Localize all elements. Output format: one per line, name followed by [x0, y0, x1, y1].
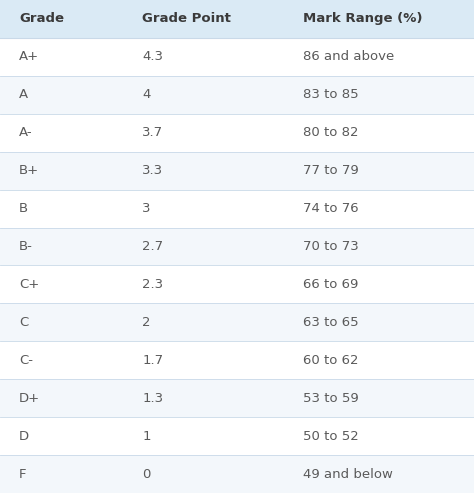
- Text: 2.7: 2.7: [142, 240, 164, 253]
- Text: Mark Range (%): Mark Range (%): [303, 12, 423, 26]
- Bar: [0, 38, 474, 76]
- Text: 3.7: 3.7: [142, 126, 164, 139]
- Text: 1.3: 1.3: [142, 392, 164, 405]
- Text: F: F: [19, 467, 27, 481]
- Text: B-: B-: [19, 240, 33, 253]
- Text: 3: 3: [142, 202, 151, 215]
- Bar: [0, 0, 474, 38]
- Bar: [0, 417, 474, 455]
- Text: A-: A-: [19, 126, 33, 139]
- Text: 0: 0: [142, 467, 151, 481]
- Bar: [0, 152, 474, 190]
- Text: D: D: [19, 429, 29, 443]
- Text: D+: D+: [19, 392, 40, 405]
- Text: 83 to 85: 83 to 85: [303, 88, 359, 101]
- Text: B: B: [19, 202, 28, 215]
- Text: 2.3: 2.3: [142, 278, 164, 291]
- Bar: [0, 265, 474, 303]
- Text: 60 to 62: 60 to 62: [303, 354, 359, 367]
- Text: Grade: Grade: [19, 12, 64, 26]
- Text: C-: C-: [19, 354, 33, 367]
- Bar: [0, 455, 474, 493]
- Text: 50 to 52: 50 to 52: [303, 429, 359, 443]
- Text: A: A: [19, 88, 28, 101]
- Text: A+: A+: [19, 50, 39, 64]
- Text: 3.3: 3.3: [142, 164, 164, 177]
- Text: 63 to 65: 63 to 65: [303, 316, 359, 329]
- Text: 74 to 76: 74 to 76: [303, 202, 359, 215]
- Text: C+: C+: [19, 278, 39, 291]
- Bar: [0, 228, 474, 265]
- Text: 4.3: 4.3: [142, 50, 163, 64]
- Bar: [0, 341, 474, 379]
- Text: Grade Point: Grade Point: [142, 12, 231, 26]
- Bar: [0, 76, 474, 114]
- Text: 2: 2: [142, 316, 151, 329]
- Text: 66 to 69: 66 to 69: [303, 278, 359, 291]
- Text: 77 to 79: 77 to 79: [303, 164, 359, 177]
- Bar: [0, 190, 474, 228]
- Text: 49 and below: 49 and below: [303, 467, 393, 481]
- Text: 70 to 73: 70 to 73: [303, 240, 359, 253]
- Text: 80 to 82: 80 to 82: [303, 126, 359, 139]
- Bar: [0, 114, 474, 152]
- Text: 53 to 59: 53 to 59: [303, 392, 359, 405]
- Text: C: C: [19, 316, 28, 329]
- Bar: [0, 379, 474, 417]
- Text: 1: 1: [142, 429, 151, 443]
- Text: 4: 4: [142, 88, 151, 101]
- Text: B+: B+: [19, 164, 39, 177]
- Bar: [0, 303, 474, 341]
- Text: 86 and above: 86 and above: [303, 50, 395, 64]
- Text: 1.7: 1.7: [142, 354, 164, 367]
